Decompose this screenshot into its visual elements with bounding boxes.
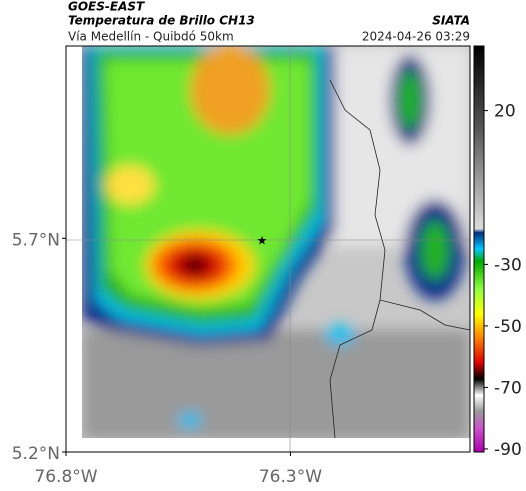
y-tick-label: 5.2°N xyxy=(12,444,60,464)
title: GOES-EAST xyxy=(68,0,145,14)
colorbar-tick-label: -50 xyxy=(494,317,522,337)
location-star: ★ xyxy=(257,234,268,248)
colorbar-tick-label: 20 xyxy=(494,102,516,122)
subtitle: Temperatura de Brillo CH13 xyxy=(68,14,255,28)
colorbar-tick-label: -30 xyxy=(494,255,522,275)
satellite-image xyxy=(82,46,470,438)
route: Vía Medellín - Quibdó 50km xyxy=(68,30,234,44)
map-frame xyxy=(65,45,471,453)
colorbar-tick-label: -90 xyxy=(494,440,522,460)
y-tick-label: 5.7°N xyxy=(12,230,60,250)
colorbar xyxy=(473,45,485,453)
timestamp: 2024-04-26 03:29 xyxy=(362,30,470,44)
x-tick-label: 76.8°W xyxy=(34,467,97,487)
x-tick-label: 76.3°W xyxy=(259,467,322,487)
source: SIATA xyxy=(432,14,470,28)
colorbar-tick-label: -70 xyxy=(494,378,522,398)
